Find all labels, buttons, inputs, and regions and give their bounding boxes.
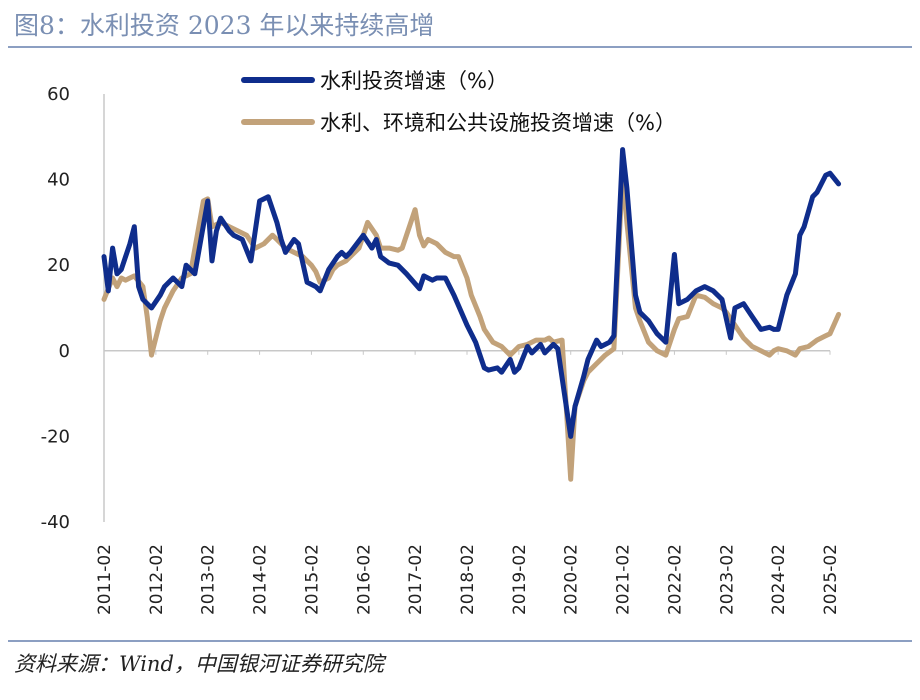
- source-note: 资料来源：Wind，中国银河证券研究院: [14, 652, 384, 676]
- x-tick-label: 2022-02: [665, 544, 685, 615]
- title-divider: [8, 46, 912, 48]
- line-chart: 60 40 20 0 -20 -40 2011-02 2012-02 2013-02 2014-…: [41, 69, 842, 615]
- x-tick-label: 2018-02: [458, 544, 478, 615]
- x-tick-label: 2020-02: [562, 544, 582, 615]
- x-tick-label: 2015-02: [302, 544, 322, 615]
- y-axis: 60 40 20 0 -20 -40: [41, 84, 105, 533]
- x-tick-label: 2014-02: [251, 544, 271, 615]
- y-tick-label: 60: [47, 84, 70, 105]
- y-tick-label: -20: [41, 426, 70, 447]
- x-tick-label: 2021-02: [614, 544, 634, 615]
- legend: 水利投资增速（%） 水利、环境和公共设施投资增速（%）: [241, 69, 676, 135]
- y-tick-label: 40: [47, 170, 70, 191]
- x-tick-label: 2019-02: [510, 544, 530, 615]
- y-tick-label: -40: [41, 512, 70, 533]
- x-tick-label: 2012-02: [147, 544, 167, 615]
- y-tick-label: 20: [47, 255, 70, 276]
- legend-label-2: 水利、环境和公共设施投资增速（%）: [320, 111, 676, 135]
- x-tick-label: 2017-02: [406, 544, 426, 615]
- source-divider: [8, 640, 912, 642]
- legend-label-1: 水利投资增速（%）: [320, 69, 508, 93]
- x-axis: 2011-02 2012-02 2013-02 2014-02 2015-02 2016-…: [95, 350, 841, 615]
- series-line-1: [101, 147, 842, 439]
- x-tick-label: 2023-02: [717, 544, 737, 615]
- series-layer: [101, 147, 842, 482]
- x-tick-label: 2013-02: [199, 544, 219, 615]
- x-tick-label: 2024-02: [769, 544, 789, 615]
- x-tick-label: 2016-02: [354, 544, 374, 615]
- figure-title: 图8：水利投资 2023 年以来持续高增: [14, 11, 435, 40]
- x-tick-label: 2025-02: [821, 544, 841, 615]
- y-tick-label: 0: [59, 341, 70, 362]
- x-tick-label: 2011-02: [95, 544, 115, 615]
